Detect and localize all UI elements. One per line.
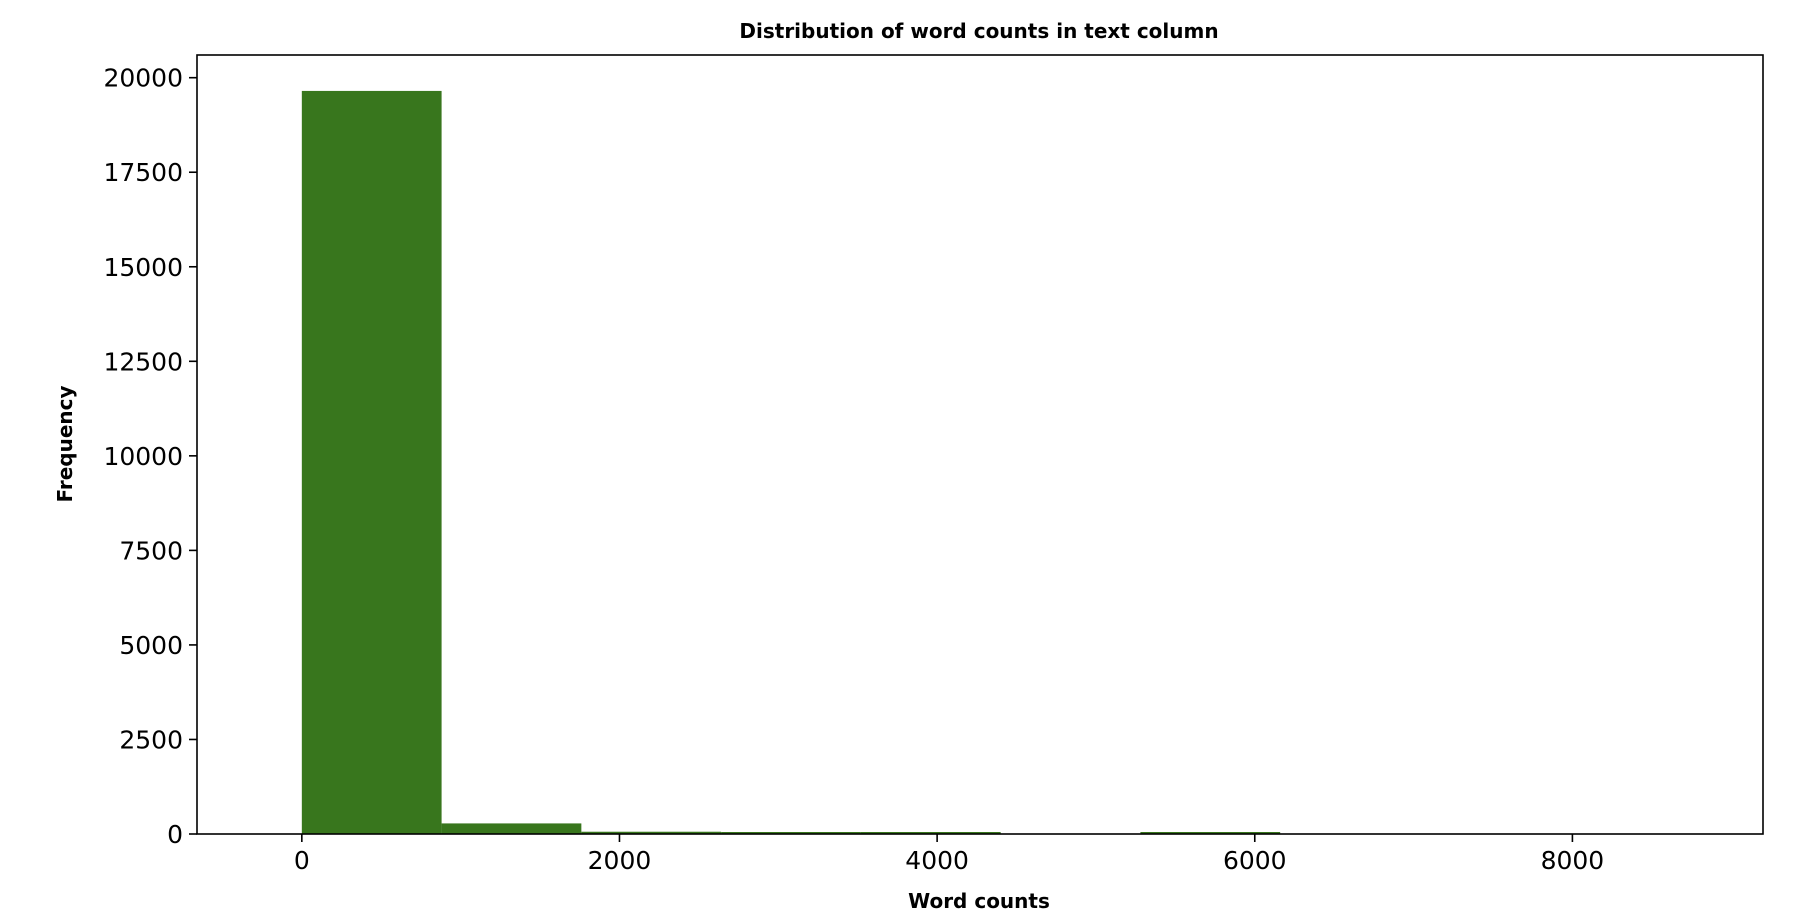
histogram-bar-3 — [721, 832, 861, 834]
y-tick-label: 20000 — [103, 64, 183, 93]
histogram-bar-1 — [441, 823, 582, 834]
y-tick-label: 5000 — [119, 631, 183, 660]
y-tick-label: 2500 — [119, 725, 183, 754]
y-tick-label: 0 — [167, 820, 183, 849]
plot-frame — [196, 54, 1764, 835]
x-axis-title: Word counts — [908, 889, 1050, 913]
x-axis: 0 2000 4000 6000 8000 — [294, 834, 1604, 875]
histogram-bar-4 — [860, 832, 1001, 834]
x-tick-label: 2000 — [588, 846, 652, 875]
y-axis: 0 2500 5000 7500 10000 12500 15000 17500 20000 — [103, 64, 197, 849]
y-tick-label: 17500 — [103, 158, 183, 187]
histogram-bar-6 — [1140, 832, 1281, 834]
histogram-bar-2 — [581, 831, 722, 834]
histogram-bar-0 — [301, 90, 442, 835]
bars-group — [301, 90, 1281, 835]
x-tick-label: 8000 — [1541, 846, 1605, 875]
x-tick-label: 0 — [294, 846, 310, 875]
x-tick-label: 6000 — [1223, 846, 1287, 875]
y-axis-title: Frequency — [53, 385, 77, 502]
x-tick-label: 4000 — [905, 846, 969, 875]
y-tick-label: 10000 — [103, 442, 183, 471]
y-tick-label: 12500 — [103, 347, 183, 376]
y-tick-label: 7500 — [119, 536, 183, 565]
y-tick-label: 15000 — [103, 253, 183, 282]
chart-title: Distribution of word counts in text colu… — [739, 19, 1218, 43]
